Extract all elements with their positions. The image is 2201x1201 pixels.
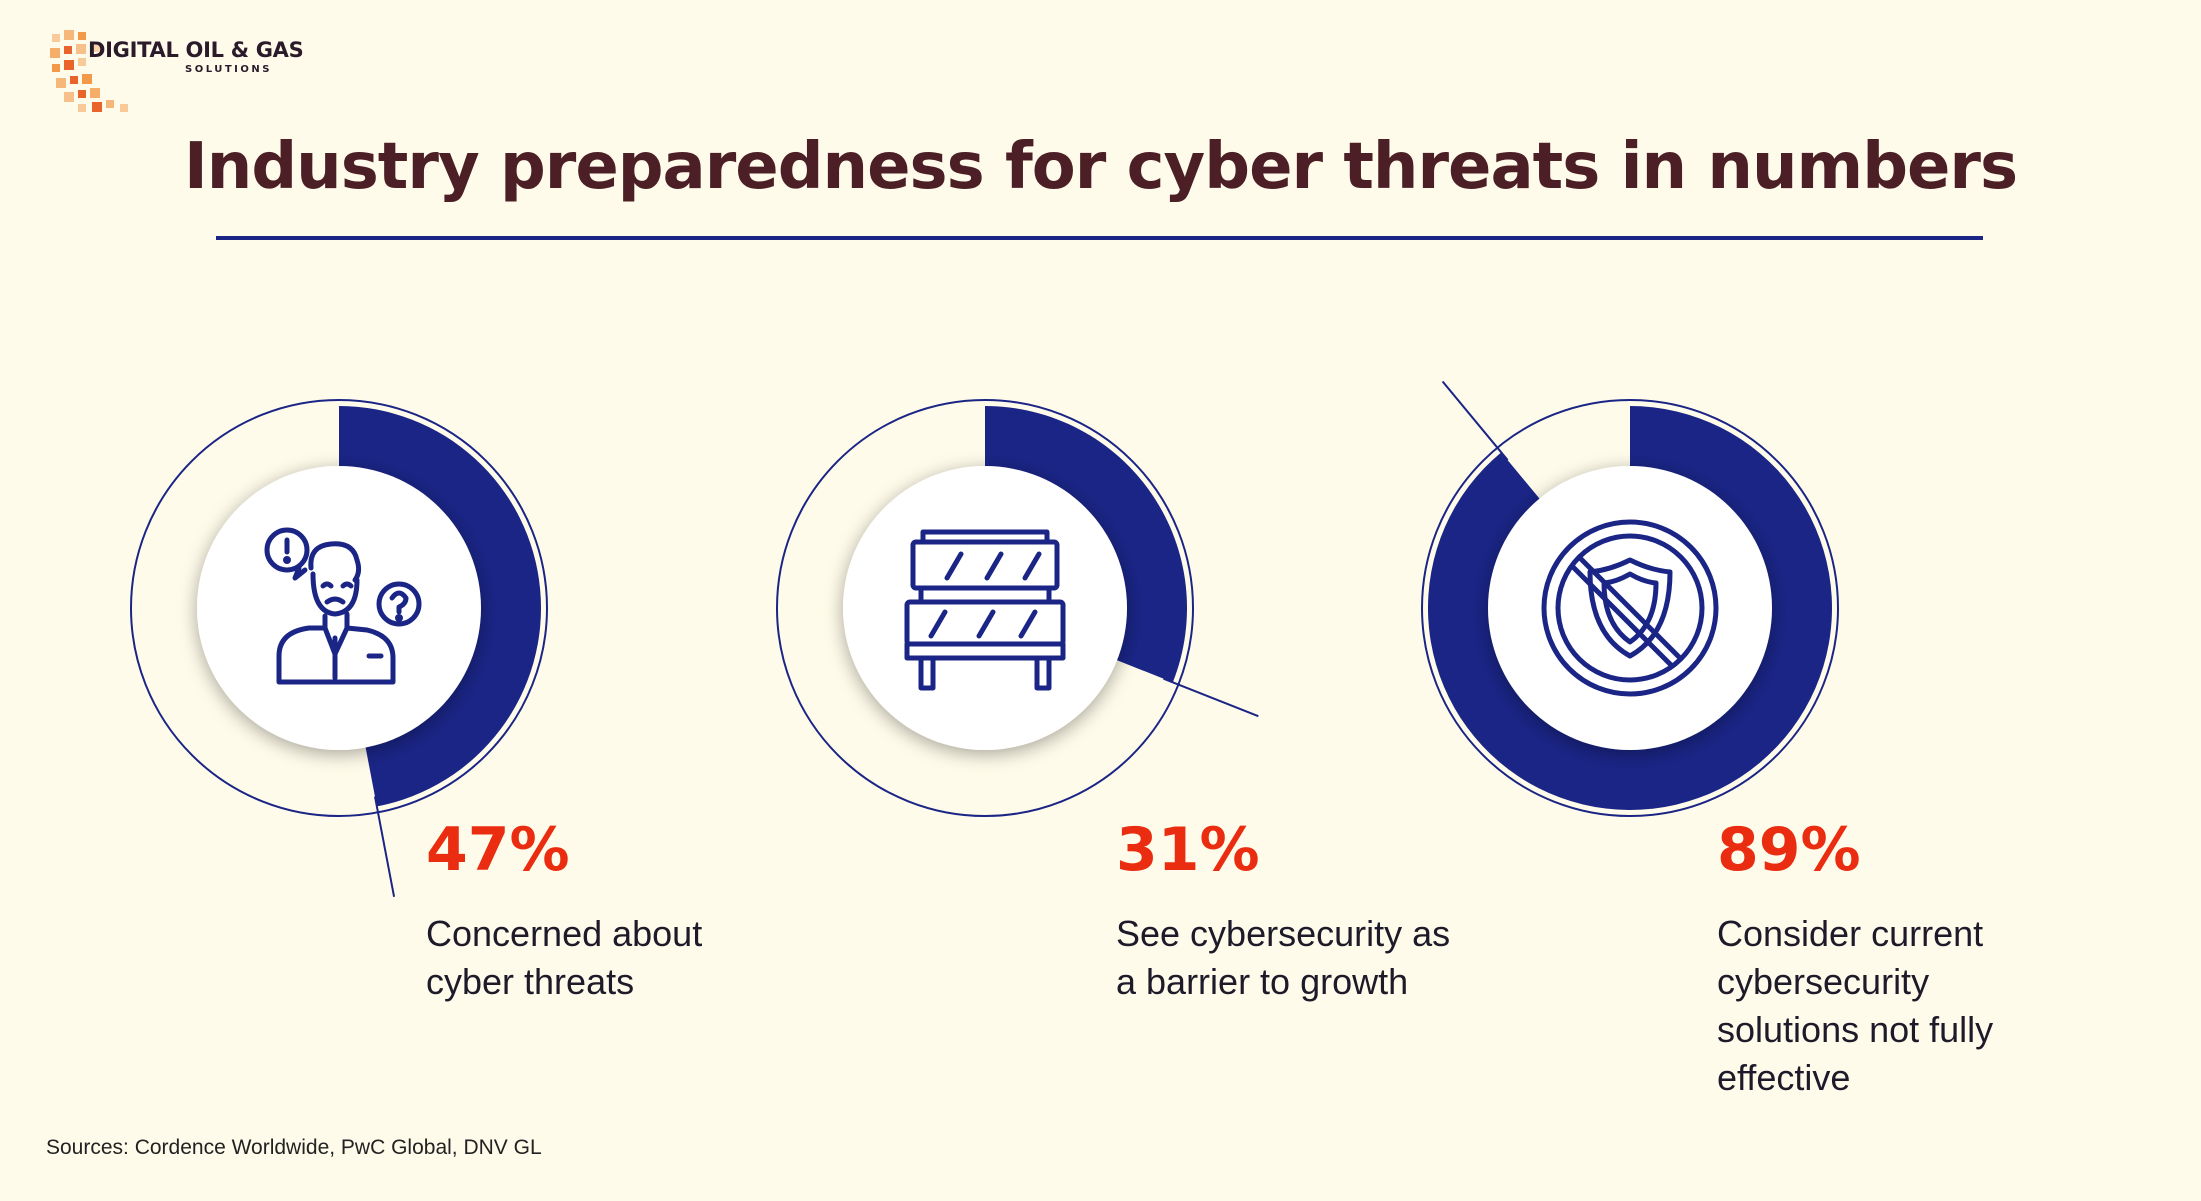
sources-note: Sources: Cordence Worldwide, PwC Global,… xyxy=(46,1136,542,1159)
stat-percent: 31% xyxy=(1116,815,1260,885)
leader-line xyxy=(1163,677,1259,718)
logo-mosaic-icon xyxy=(50,30,128,112)
logo-text: DIGITAL OIL & GAS xyxy=(88,38,304,62)
stat-description: Consider current cybersecurity solutions… xyxy=(1717,913,1994,1098)
company-logo xyxy=(50,30,128,112)
stat-percent: 89% xyxy=(1717,815,1861,885)
donut-slice xyxy=(339,406,541,807)
logo-subtext: SOLUTIONS xyxy=(185,64,272,75)
stat-3: 89% Consider current cybersecurity solut… xyxy=(1717,820,1993,1102)
donut-center xyxy=(843,466,1127,750)
stat-description: See cybersecurity as a barrier to growth xyxy=(1116,913,1451,1002)
barrier-icon xyxy=(904,529,1066,691)
donut-slice xyxy=(1427,406,1832,811)
worried-person-icon xyxy=(264,527,422,685)
stat-2: 31% See cybersecurity as a barrier to gr… xyxy=(1116,820,1450,1006)
no-shield-icon xyxy=(1541,519,1719,697)
title-divider xyxy=(216,236,1983,240)
donut-outline xyxy=(130,399,548,817)
stat-1: 47% Concerned about cyber threats xyxy=(426,820,702,1006)
donut-outline xyxy=(776,399,1194,817)
leader-line xyxy=(373,796,396,897)
donut-slice xyxy=(985,406,1187,683)
stat-description: Concerned about cyber threats xyxy=(426,913,703,1002)
donut-outline xyxy=(1421,399,1839,817)
stat-percent: 47% xyxy=(426,815,570,885)
leader-line xyxy=(1441,380,1509,461)
page-title: Industry preparedness for cyber threats … xyxy=(183,130,2018,204)
donut-center xyxy=(197,466,481,750)
